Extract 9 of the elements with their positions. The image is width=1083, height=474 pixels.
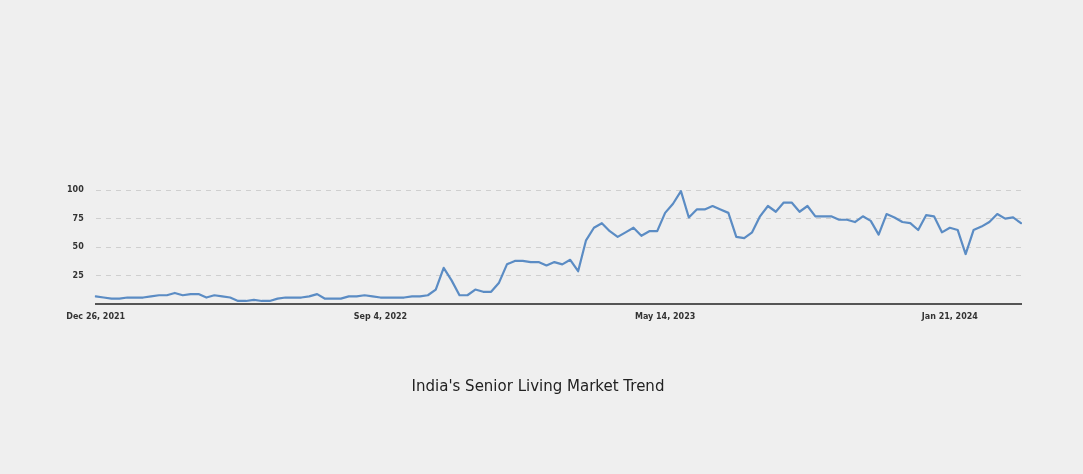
x-tick-label: May 14, 2023 — [634, 312, 696, 322]
x-tick-label: Jan 21, 2024 — [920, 312, 979, 322]
y-tick-label: 50 — [72, 242, 85, 252]
y-tick-label: 100 — [67, 185, 85, 195]
text: India's Senior Living Market Trend — [411, 376, 665, 395]
y-tick-label: 75 — [72, 213, 85, 223]
x-tick-label: Dec 26, 2021 — [66, 312, 126, 322]
x-tick-label: Sep 4, 2022 — [353, 312, 408, 322]
y-tick-label: 25 — [72, 270, 85, 280]
